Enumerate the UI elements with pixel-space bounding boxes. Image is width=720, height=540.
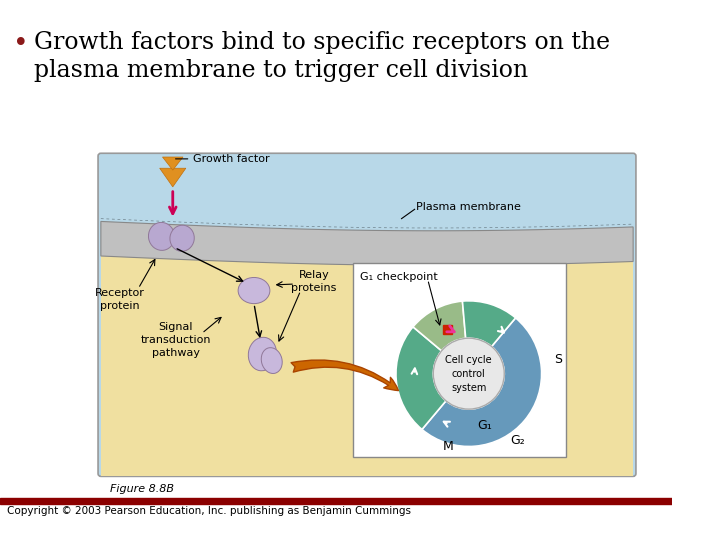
Text: G₁: G₁: [477, 419, 492, 432]
Wedge shape: [413, 301, 466, 351]
Text: Growth factors bind to specific receptors on the: Growth factors bind to specific receptor…: [34, 31, 610, 54]
Text: Signal
transduction
pathway: Signal transduction pathway: [140, 322, 211, 358]
Wedge shape: [462, 301, 516, 347]
Bar: [101, 254, 633, 476]
Text: S: S: [554, 353, 562, 366]
Bar: [0, 498, 672, 504]
Text: G₂: G₂: [510, 434, 525, 448]
Ellipse shape: [148, 222, 175, 251]
Polygon shape: [163, 157, 183, 170]
Text: Plasma membrane: Plasma membrane: [415, 202, 521, 212]
Circle shape: [433, 338, 504, 409]
Ellipse shape: [238, 278, 270, 303]
Text: Cell cycle
control
system: Cell cycle control system: [446, 355, 492, 393]
Text: Copyright © 2003 Pearson Education, Inc. publishing as Benjamin Cummings: Copyright © 2003 Pearson Education, Inc.…: [7, 506, 411, 516]
Text: Figure 8.8B: Figure 8.8B: [110, 483, 174, 494]
Ellipse shape: [170, 225, 194, 251]
Text: plasma membrane to trigger cell division: plasma membrane to trigger cell division: [34, 59, 528, 82]
Ellipse shape: [261, 348, 282, 374]
Wedge shape: [396, 327, 446, 429]
Bar: [353, 262, 566, 457]
Wedge shape: [422, 318, 541, 447]
Polygon shape: [101, 221, 633, 265]
Text: Relay
proteins: Relay proteins: [291, 269, 336, 293]
FancyArrowPatch shape: [291, 360, 398, 390]
Bar: [443, 325, 452, 334]
Text: •: •: [13, 31, 29, 57]
Text: Growth factor: Growth factor: [176, 154, 270, 164]
Text: M: M: [443, 440, 454, 453]
FancyBboxPatch shape: [98, 153, 636, 476]
Text: Receptor
protein: Receptor protein: [94, 288, 145, 312]
Polygon shape: [160, 168, 186, 187]
Ellipse shape: [248, 338, 276, 371]
Text: G₁ checkpoint: G₁ checkpoint: [361, 273, 438, 282]
